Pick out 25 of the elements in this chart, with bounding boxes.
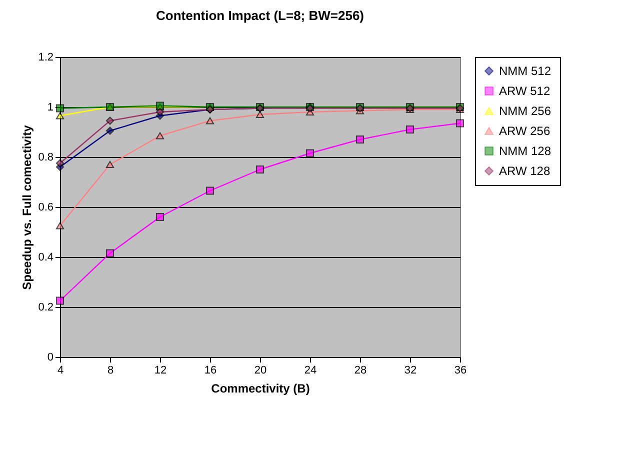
legend-label: NMM 256 bbox=[499, 104, 552, 118]
y-tick-label: 0.8 bbox=[38, 152, 54, 164]
x-tick-label: 16 bbox=[204, 364, 217, 376]
y-tick-label: 1.2 bbox=[38, 52, 54, 64]
y-tick-label: 0.6 bbox=[38, 202, 54, 214]
x-tick-label: 4 bbox=[57, 364, 64, 376]
legend-label: NMM 128 bbox=[499, 144, 552, 158]
x-tick-label: 24 bbox=[304, 364, 317, 376]
x-tick-label: 32 bbox=[404, 364, 417, 376]
chart-title: Contention Impact (L=8; BW=256) bbox=[156, 8, 364, 23]
y-tick-label: 0 bbox=[47, 352, 54, 364]
legend-label: ARW 128 bbox=[499, 164, 550, 178]
y-axis-title: Speedup vs. Full comectivity bbox=[20, 124, 34, 290]
x-axis-title: Commectivity (B) bbox=[211, 382, 310, 396]
x-tick-label: 20 bbox=[254, 364, 267, 376]
y-tick-label: 0.4 bbox=[38, 252, 54, 264]
y-tick-label: 1 bbox=[47, 102, 54, 114]
x-tick-label: 8 bbox=[107, 364, 114, 376]
legend-label: NMM 512 bbox=[499, 64, 552, 78]
x-tick-label: 36 bbox=[454, 364, 467, 376]
x-tick-label: 12 bbox=[154, 364, 167, 376]
legend-label: ARW 256 bbox=[499, 124, 550, 138]
legend-label: ARW 512 bbox=[499, 84, 550, 98]
x-tick-label: 28 bbox=[354, 364, 367, 376]
y-tick-label: 0.2 bbox=[38, 302, 54, 314]
